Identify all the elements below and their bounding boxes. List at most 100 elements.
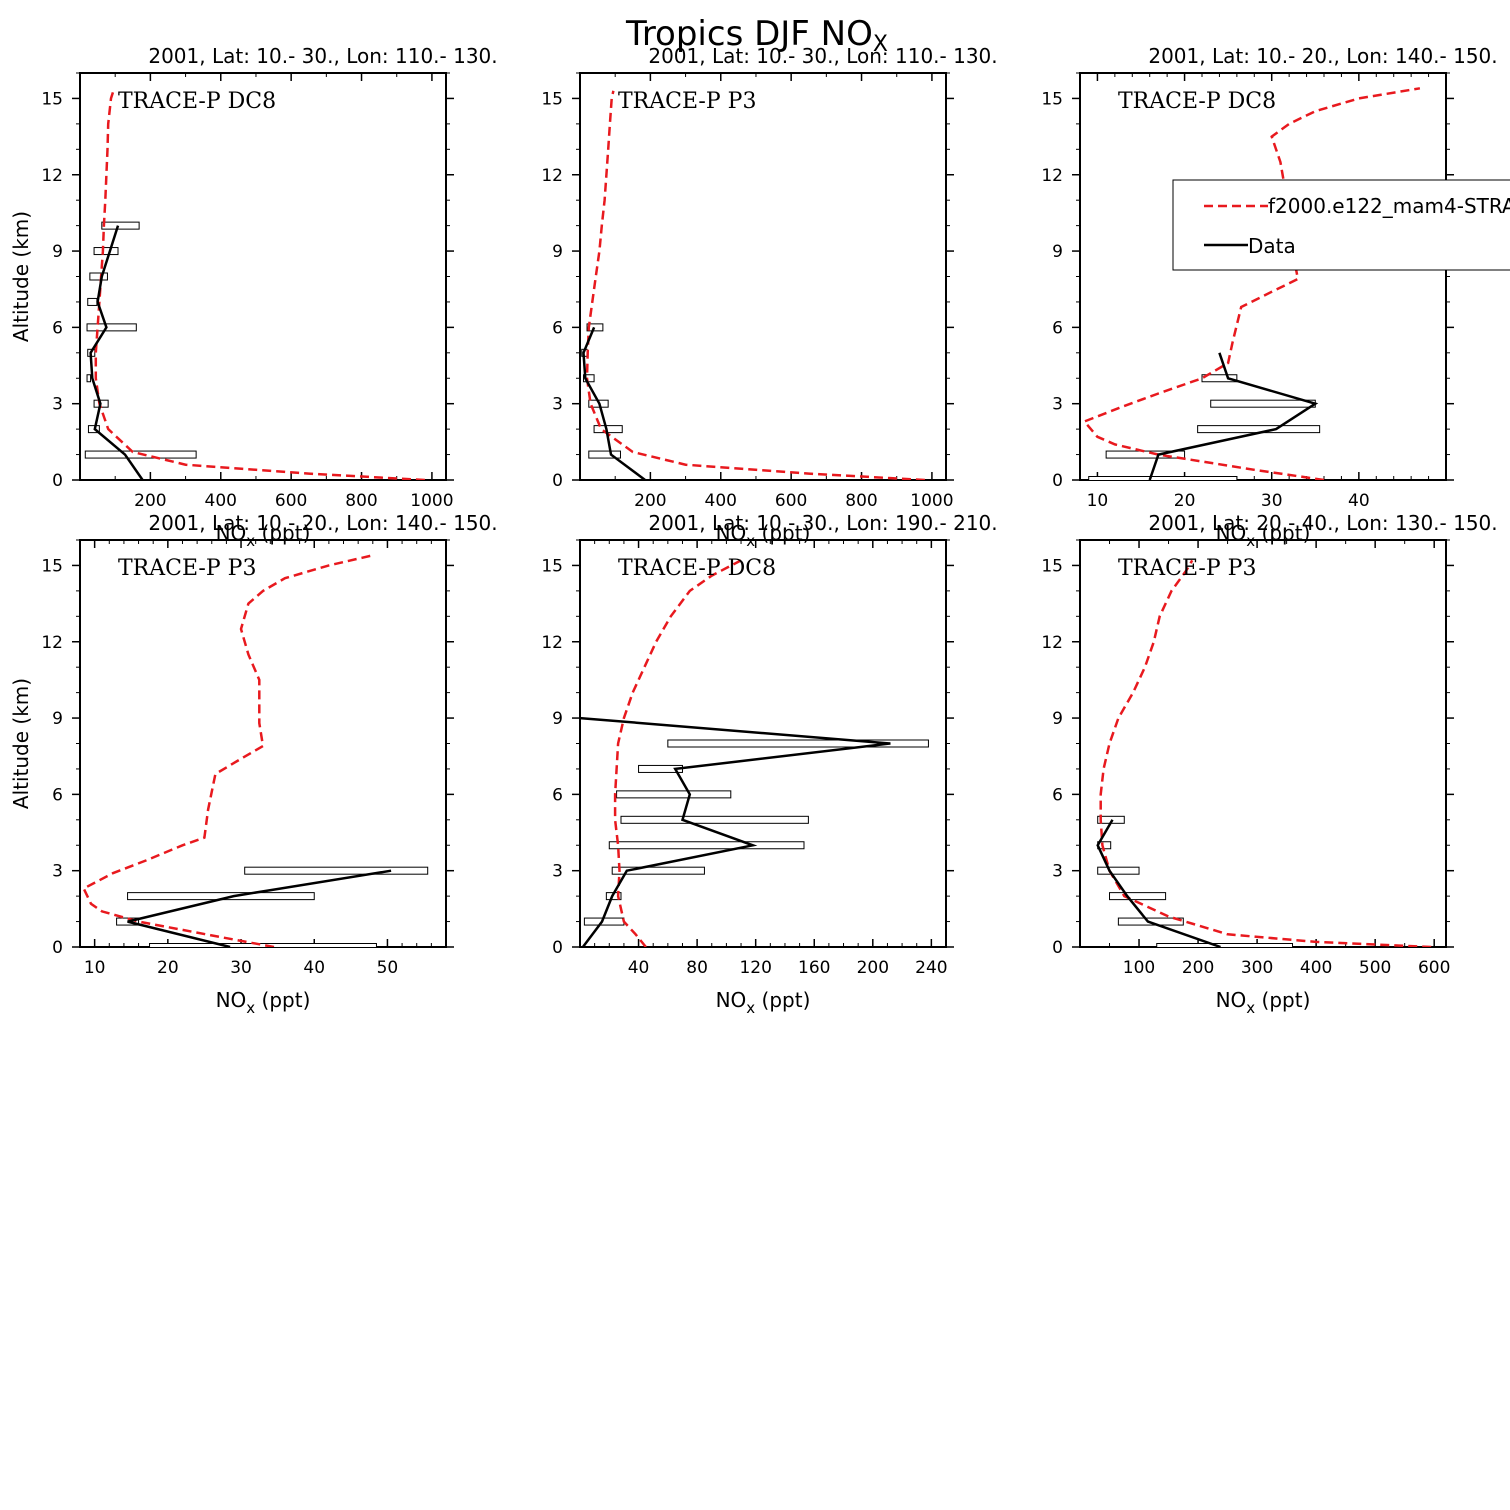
y-tick-label: 9: [1052, 709, 1063, 729]
y-tick-label: 6: [1052, 318, 1063, 338]
y-tick-label: 6: [52, 785, 63, 805]
y-axis-label: Altitude (km): [9, 678, 33, 809]
campaign-label: TRACE-P P3: [118, 556, 256, 581]
range-bar: [86, 323, 137, 332]
plot-frame: [1079, 72, 1447, 481]
legend-model-label: f2000.e122_mam4-STRAT: [1268, 194, 1510, 218]
range-bar: [1109, 892, 1167, 901]
model-line: [613, 559, 742, 947]
x-axis-label-unit: (ppt): [755, 988, 810, 1012]
campaign-label: TRACE-P DC8: [618, 556, 776, 581]
x-axis-label-subscript: x: [246, 999, 255, 1017]
y-tick-label: 9: [1052, 242, 1063, 262]
chart-panel-5: 40 80 120 160 200 240 0 3 6 9 12 15 TRACE-P DC8 2001,…: [541, 511, 997, 1017]
legend-data-label: Data: [1248, 234, 1296, 258]
range-bar: [667, 739, 929, 748]
x-axis-label-unit: (ppt): [255, 988, 310, 1012]
campaign-label: TRACE-P P3: [1118, 556, 1256, 581]
x-tick-label: 160: [798, 958, 830, 978]
y-tick-label: 15: [1041, 89, 1063, 109]
campaign-label: TRACE-P DC8: [1118, 89, 1276, 114]
x-axis-label-main: NO: [1216, 988, 1247, 1012]
plot-area: [82, 554, 429, 947]
x-tick-label: 40: [1348, 491, 1370, 511]
range-bar: [87, 297, 98, 306]
campaign-label: TRACE-P DC8: [118, 89, 276, 114]
x-tick-label: 200: [1182, 958, 1214, 978]
legend-box: [1172, 179, 1510, 271]
data-line: [580, 716, 891, 947]
panel-header: 2001, Lat: 20.- 40., Lon: 130.- 150.: [1148, 511, 1497, 535]
range-bar: [616, 790, 732, 799]
model-line: [1082, 87, 1421, 480]
y-tick-label: 0: [1052, 471, 1063, 491]
x-tick-label: 80: [686, 958, 708, 978]
range-bar: [1210, 399, 1316, 408]
x-tick-label: 50: [377, 958, 399, 978]
panel-header: 2001, Lat: 10.- 20., Lon: 140.- 150.: [148, 511, 497, 535]
x-tick-label: 40: [303, 958, 325, 978]
y-tick-label: 15: [1041, 556, 1063, 576]
y-tick-label: 12: [541, 166, 563, 186]
model-line: [585, 90, 925, 480]
x-axis-label: NOx (ppt): [1216, 988, 1311, 1017]
x-tick-label: 600: [775, 491, 807, 511]
x-axis-label: NOx (ppt): [716, 988, 811, 1017]
x-tick-label: 600: [275, 491, 307, 511]
y-tick-label: 12: [1041, 166, 1063, 186]
range-bar: [1197, 425, 1321, 434]
model-line: [94, 90, 425, 480]
x-axis-label-main: NO: [216, 988, 247, 1012]
x-tick-label: 1000: [410, 491, 453, 511]
range-bar: [586, 323, 604, 332]
data-line: [582, 326, 646, 480]
y-tick-label: 9: [52, 709, 63, 729]
x-tick-label: 20: [157, 958, 179, 978]
range-bar: [611, 866, 705, 875]
x-tick-label: 400: [205, 491, 237, 511]
y-tick-label: 0: [52, 938, 63, 958]
model-line: [82, 554, 374, 947]
x-tick-label: 20: [1174, 491, 1196, 511]
y-tick-label: 3: [552, 395, 563, 415]
y-axis-label: Altitude (km): [9, 211, 33, 342]
y-tick-label: 6: [552, 785, 563, 805]
x-tick-label: 200: [134, 491, 166, 511]
y-tick-label: 12: [541, 633, 563, 653]
x-tick-label: 10: [1087, 491, 1109, 511]
y-tick-label: 15: [541, 556, 563, 576]
y-tick-label: 12: [41, 166, 63, 186]
x-tick-label: 30: [230, 958, 252, 978]
model-line: [1099, 559, 1432, 947]
plot-area: [1082, 87, 1421, 480]
plot-frame: [79, 72, 447, 481]
y-tick-label: 0: [1052, 938, 1063, 958]
plot-frame: [579, 72, 947, 481]
range-bar: [244, 866, 429, 875]
y-tick-label: 0: [552, 938, 563, 958]
x-tick-label: 30: [1261, 491, 1283, 511]
y-tick-label: 12: [41, 633, 63, 653]
y-tick-label: 12: [1041, 633, 1063, 653]
y-tick-label: 6: [552, 318, 563, 338]
x-tick-label: 600: [1418, 958, 1450, 978]
y-tick-label: 15: [41, 556, 63, 576]
x-axis-label-subscript: x: [746, 999, 755, 1017]
range-bar: [1156, 943, 1294, 947]
y-tick-label: 9: [52, 242, 63, 262]
panel-header: 2001, Lat: 10.- 30., Lon: 110.- 130.: [648, 44, 997, 68]
x-tick-label: 800: [845, 491, 877, 511]
plot-area: [1096, 559, 1432, 947]
panel-header: 2001, Lat: 10.- 30., Lon: 190.- 210.: [648, 511, 997, 535]
y-tick-label: 15: [541, 89, 563, 109]
data-line: [1148, 352, 1319, 480]
chart-panel-3: 10 20 30 40 0 3 6 9 12 15 TRACE-P DC8 2001, Lat: 10…: [1041, 44, 1497, 550]
range-bar: [583, 374, 595, 383]
range-bar: [1201, 374, 1238, 383]
campaign-label: TRACE-P P3: [618, 89, 756, 114]
x-tick-label: 240: [915, 958, 947, 978]
range-bar: [1097, 866, 1140, 875]
x-tick-label: 40: [628, 958, 650, 978]
x-axis-label-unit: (ppt): [1255, 988, 1310, 1012]
y-tick-label: 9: [552, 709, 563, 729]
